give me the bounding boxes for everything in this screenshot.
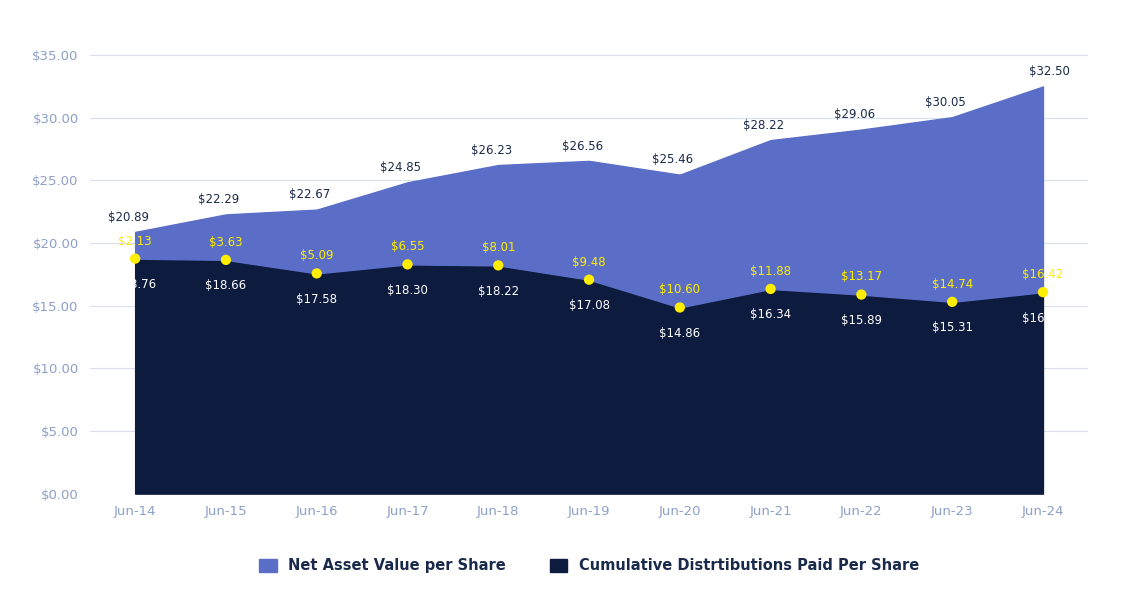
- Text: $15.31: $15.31: [931, 321, 973, 334]
- Text: $18.66: $18.66: [205, 279, 247, 293]
- Text: $17.58: $17.58: [296, 293, 338, 306]
- Text: $16.42: $16.42: [1022, 268, 1064, 281]
- Point: [853, 290, 871, 299]
- Text: $17.08: $17.08: [569, 299, 609, 312]
- Text: $26.23: $26.23: [471, 144, 512, 157]
- Point: [489, 261, 507, 270]
- Point: [671, 303, 689, 312]
- Text: $30.05: $30.05: [925, 96, 966, 109]
- Point: [944, 297, 962, 306]
- Text: $16.34: $16.34: [749, 308, 791, 321]
- Text: $18.76: $18.76: [114, 278, 156, 291]
- Text: $18.30: $18.30: [387, 284, 427, 297]
- Text: $32.50: $32.50: [1030, 65, 1070, 78]
- Point: [398, 259, 416, 269]
- Text: $15.89: $15.89: [840, 314, 882, 327]
- Text: $2.13: $2.13: [118, 235, 151, 247]
- Text: $24.85: $24.85: [380, 161, 421, 174]
- Point: [580, 275, 598, 285]
- Text: $13.17: $13.17: [840, 270, 882, 284]
- Text: $3.63: $3.63: [209, 236, 242, 249]
- Point: [217, 255, 234, 265]
- Text: $14.86: $14.86: [660, 327, 700, 340]
- Text: $22.67: $22.67: [289, 188, 330, 201]
- Text: $10.60: $10.60: [660, 284, 700, 296]
- Text: $11.88: $11.88: [751, 265, 791, 278]
- Text: $8.01: $8.01: [481, 241, 515, 254]
- Point: [1034, 287, 1052, 297]
- Text: $22.29: $22.29: [199, 193, 240, 206]
- Text: $6.55: $6.55: [390, 240, 424, 253]
- Text: $26.56: $26.56: [561, 140, 603, 152]
- Point: [126, 254, 144, 264]
- Text: $16.08: $16.08: [1022, 312, 1064, 324]
- Text: $18.22: $18.22: [478, 285, 518, 298]
- Text: $25.46: $25.46: [652, 154, 693, 166]
- Text: $5.09: $5.09: [300, 249, 333, 262]
- Text: $14.74: $14.74: [931, 278, 973, 291]
- Legend: Net Asset Value per Share, Cumulative Distrtibutions Paid Per Share: Net Asset Value per Share, Cumulative Di…: [254, 553, 925, 579]
- Text: $9.48: $9.48: [572, 255, 606, 268]
- Text: $28.22: $28.22: [743, 119, 784, 132]
- Point: [762, 284, 780, 294]
- Point: [307, 268, 325, 278]
- Text: $29.06: $29.06: [834, 108, 875, 121]
- Text: $20.89: $20.89: [108, 211, 149, 223]
